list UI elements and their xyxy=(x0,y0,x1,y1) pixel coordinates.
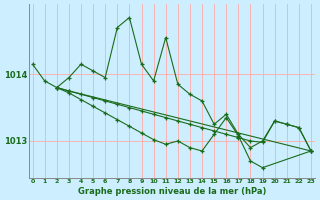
X-axis label: Graphe pression niveau de la mer (hPa): Graphe pression niveau de la mer (hPa) xyxy=(77,187,266,196)
